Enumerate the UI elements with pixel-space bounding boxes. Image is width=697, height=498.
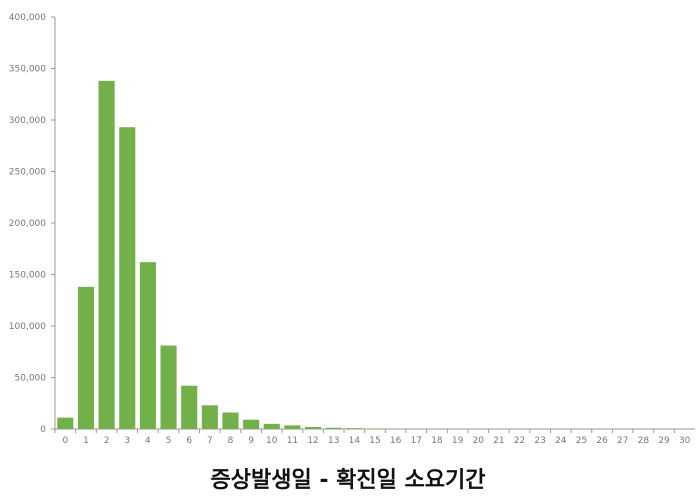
x-tick-label: 3 xyxy=(124,436,130,446)
y-axis: 0 50,000 100,000 150,000 200,000 250,000 300,0… xyxy=(9,13,55,435)
bar xyxy=(264,424,280,429)
x-tick-label: 10 xyxy=(266,436,278,446)
y-tick-label: 200,000 xyxy=(9,219,46,229)
x-tick-label: 11 xyxy=(287,436,298,446)
x-tick-label: 17 xyxy=(411,436,422,446)
x-tick-label: 28 xyxy=(638,436,650,446)
x-tick-label: 4 xyxy=(145,436,151,446)
x-tick-label: 1 xyxy=(83,436,89,446)
x-tick-label: 5 xyxy=(166,436,172,446)
bar xyxy=(160,346,176,429)
y-tick-label: 0 xyxy=(40,425,46,435)
bar xyxy=(222,413,238,429)
y-tick-label: 100,000 xyxy=(9,322,46,332)
x-tick-label: 6 xyxy=(186,436,192,446)
x-tick-label: 7 xyxy=(207,436,213,446)
y-tick-label: 400,000 xyxy=(9,13,46,23)
chart-title: 증상발생일 - 확진일 소요기간 xyxy=(211,468,486,493)
bar xyxy=(99,81,115,429)
bar xyxy=(326,428,342,429)
x-tick-label: 30 xyxy=(679,436,691,446)
x-tick-label: 27 xyxy=(617,436,628,446)
bar xyxy=(119,127,135,429)
y-tick-label: 350,000 xyxy=(9,65,46,75)
x-tick-label: 15 xyxy=(369,436,380,446)
bar xyxy=(78,287,94,429)
x-tick-label: 2 xyxy=(104,436,110,446)
x-tick-label: 24 xyxy=(555,436,567,446)
x-tick-label: 22 xyxy=(514,436,525,446)
x-tick-label: 12 xyxy=(307,436,318,446)
x-tick-label: 26 xyxy=(596,436,608,446)
y-tick-label: 300,000 xyxy=(9,116,46,126)
bar xyxy=(243,420,259,429)
x-tick-label: 23 xyxy=(534,436,545,446)
x-tick-label: 29 xyxy=(658,436,670,446)
y-tick-label: 250,000 xyxy=(9,168,46,178)
y-tick-label: 150,000 xyxy=(9,271,46,281)
bar xyxy=(181,386,197,429)
y-tick-label: 50,000 xyxy=(15,374,47,384)
x-tick-label: 18 xyxy=(431,436,443,446)
bar xyxy=(57,418,73,429)
bar xyxy=(140,262,156,429)
bar xyxy=(305,427,321,429)
bars xyxy=(57,81,692,429)
x-tick-label: 21 xyxy=(493,436,504,446)
x-tick-label: 20 xyxy=(472,436,484,446)
x-tick-label: 13 xyxy=(328,436,339,446)
x-tick-label: 8 xyxy=(228,436,234,446)
bar xyxy=(202,405,218,429)
x-tick-label: 0 xyxy=(62,436,68,446)
x-tick-label: 19 xyxy=(452,436,464,446)
bar xyxy=(346,428,362,429)
x-tick-label: 9 xyxy=(248,436,254,446)
x-tick-label: 25 xyxy=(576,436,587,446)
bar xyxy=(284,425,300,429)
x-tick-label: 14 xyxy=(349,436,361,446)
x-tick-label: 16 xyxy=(390,436,402,446)
